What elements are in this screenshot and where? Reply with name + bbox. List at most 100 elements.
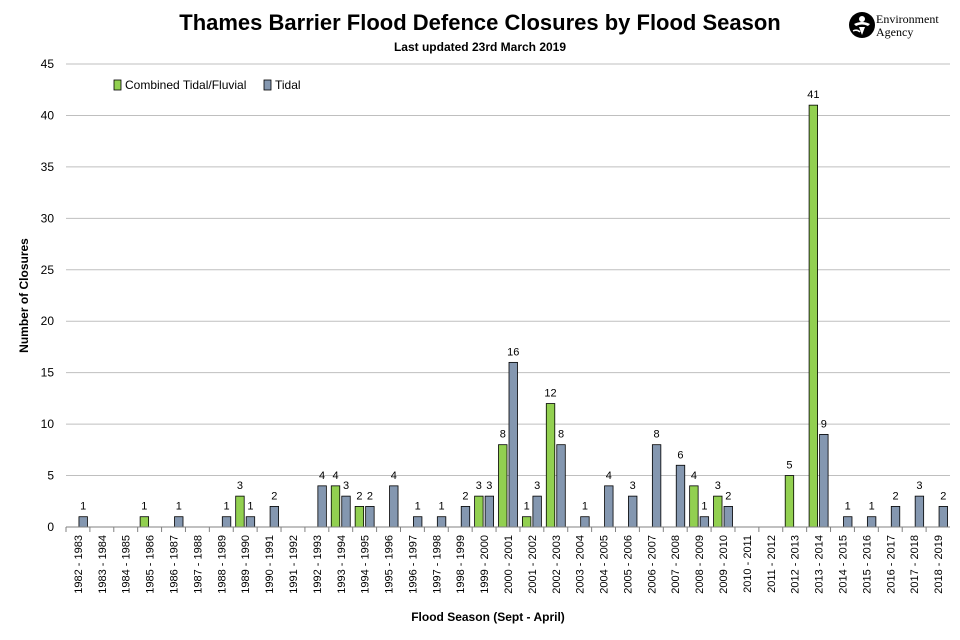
x-axis-title: Flood Season (Sept - April) [411, 610, 565, 624]
bar-tidal [317, 485, 327, 528]
value-label: 1 [439, 501, 445, 513]
value-label: 8 [654, 429, 660, 441]
x-tick-label: 2003 - 2004 [575, 535, 587, 594]
value-label: 4 [691, 470, 697, 482]
value-label: 4 [391, 470, 397, 482]
x-tick-label: 2001 - 2002 [527, 535, 539, 594]
value-label: 1 [845, 501, 851, 513]
x-tick-label: 1993 - 1994 [336, 535, 348, 594]
y-axis-ticks: 0 5 10 15 20 25 30 35 40 45 [41, 57, 55, 534]
x-tick-label: 2016 - 2017 [885, 535, 897, 594]
bar-combined [498, 444, 508, 528]
y-tick-label: 10 [41, 417, 55, 431]
value-label: 2 [892, 490, 898, 502]
x-tick-label: 1995 - 1996 [384, 535, 396, 594]
bar-combined [521, 516, 532, 528]
logo-text-line1: Environment [876, 12, 939, 26]
bar-combined [689, 485, 699, 528]
value-label: 6 [677, 449, 683, 461]
value-label: 1 [869, 501, 875, 513]
x-tick-label: 2007 - 2008 [670, 535, 682, 594]
bar-combined [330, 485, 341, 528]
y-axis-title: Number of Closures [17, 238, 31, 353]
bar-tidal [938, 506, 948, 528]
x-tick-label: 1988 - 1989 [216, 535, 228, 594]
legend-swatch-combined [113, 79, 122, 91]
value-label: 4 [606, 470, 612, 482]
bar-tidal [221, 516, 232, 528]
value-label: 5 [786, 460, 792, 472]
x-tick-label: 1997 - 1998 [431, 535, 443, 594]
value-label: 1 [415, 501, 421, 513]
bar-tidal [389, 485, 399, 528]
x-tick-label: 2013 - 2014 [814, 535, 826, 594]
legend-swatch-tidal [263, 79, 272, 91]
x-tick-label: 2002 - 2003 [551, 535, 563, 594]
value-label: 1 [582, 501, 588, 513]
x-tick-label: 1989 - 1990 [240, 535, 252, 594]
bar-tidal [675, 464, 686, 528]
value-label: 1 [80, 501, 86, 513]
bar-tidal [413, 516, 423, 528]
value-label: 2 [356, 490, 362, 502]
chart-subtitle: Last updated 23rd March 2019 [393, 40, 567, 54]
x-tick-label: 2017 - 2018 [909, 535, 921, 594]
y-tick-label: 20 [41, 314, 55, 328]
bar-tidal [508, 361, 518, 528]
value-label: 4 [319, 470, 325, 482]
y-tick-label: 30 [41, 211, 55, 225]
bar-tidal [890, 506, 901, 528]
value-label: 3 [534, 480, 540, 492]
bar-tidal [556, 444, 566, 528]
x-tick-label: 2008 - 2009 [694, 535, 706, 594]
bar-tidal [78, 516, 88, 528]
bar-tidal [245, 516, 256, 528]
x-tick-label: 1982 - 1983 [73, 535, 85, 594]
logo-text-line2: Agency [876, 25, 914, 39]
value-label: 1 [247, 501, 253, 513]
value-label: 3 [715, 480, 721, 492]
logo-text: Environment Agency [876, 13, 939, 39]
x-axis-ticks: 1982 - 1983 1983 - 1984 1984 - 1985 1985 - … [65, 527, 945, 594]
y-tick-label: 35 [41, 160, 55, 174]
bar-tidal [365, 506, 375, 528]
bar-tidal [460, 506, 471, 528]
value-label: 12 [544, 388, 556, 400]
value-label: 9 [821, 418, 827, 430]
bar-combined [713, 495, 723, 528]
value-label: 3 [476, 480, 482, 492]
value-label: 2 [367, 490, 373, 502]
value-label: 4 [332, 470, 338, 482]
value-label: 1 [223, 501, 229, 513]
x-tick-label: 1996 - 1997 [407, 535, 419, 594]
environment-agency-logo: Environment Agency [848, 11, 958, 45]
x-tick-label: 1983 - 1984 [97, 535, 109, 594]
bar-tidal [436, 516, 447, 528]
value-label: 3 [343, 480, 349, 492]
x-tick-label: 2011 - 2012 [766, 535, 778, 593]
bar-combined [235, 495, 245, 528]
bar-tidal [819, 433, 829, 528]
bar-combined [545, 403, 556, 528]
x-tick-label: 1998 - 1999 [455, 535, 467, 594]
y-tick-label: 25 [41, 263, 55, 277]
bar-tidal [580, 516, 590, 528]
x-tick-label: 1985 - 1986 [145, 535, 157, 594]
x-tick-label: 1991 - 1992 [288, 535, 300, 594]
y-tick-label: 45 [41, 57, 55, 71]
legend-label-combined: Combined Tidal/Fluvial [125, 78, 246, 92]
legend-label-tidal: Tidal [275, 78, 301, 92]
value-label: 2 [940, 490, 946, 502]
y-tick-label: 15 [41, 366, 55, 380]
value-label: 1 [524, 501, 530, 513]
value-label: 2 [462, 490, 468, 502]
bar-tidal [532, 495, 542, 528]
bar-tidal [651, 444, 662, 528]
value-label: 2 [271, 490, 277, 502]
bar-tidal [174, 516, 184, 528]
bars [78, 104, 948, 528]
x-tick-label: 2006 - 2007 [646, 535, 658, 594]
x-tick-label: 1992 - 1993 [312, 535, 324, 594]
